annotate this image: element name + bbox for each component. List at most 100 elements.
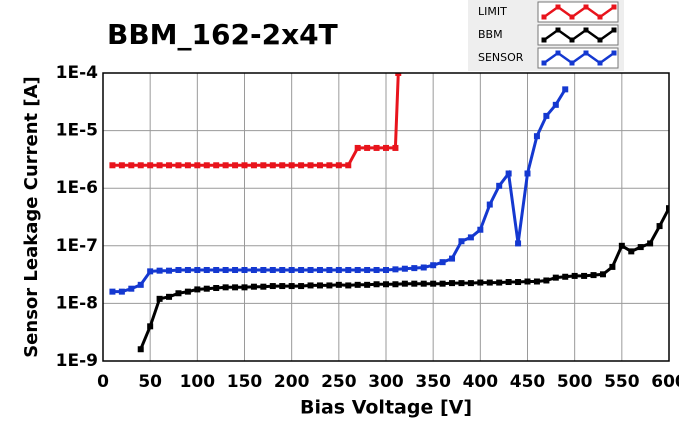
x-tick-label: 350 [415,372,451,392]
data-point [166,293,173,300]
data-point [288,267,295,274]
data-point [628,248,635,255]
x-tick-label: 150 [227,372,263,392]
series-layer [109,73,669,353]
data-point [326,162,333,169]
data-point [401,280,408,287]
data-point [307,162,314,169]
data-point [458,238,465,245]
data-point [571,272,578,279]
legend-marker [611,27,617,33]
data-point [118,162,125,169]
data-point [128,162,135,169]
data-point [316,162,323,169]
data-point [175,267,182,274]
data-point [175,290,182,297]
x-tick-label: 50 [138,372,162,392]
data-point [213,267,220,274]
x-tick-label: 500 [557,372,593,392]
y-tick-label: 1E-7 [56,236,98,256]
data-point [392,281,399,288]
legend-marker [555,27,561,33]
data-point [316,282,323,289]
x-axis-label: Bias Voltage [V] [300,397,472,419]
x-tick-label: 250 [321,372,357,392]
data-point [250,162,257,169]
data-point [288,162,295,169]
data-point [562,273,569,280]
legend-marker [611,4,617,10]
legend-marker [569,60,575,66]
data-point [194,286,201,293]
x-tick-label: 0 [97,372,109,392]
data-point [298,267,305,274]
data-point [383,267,389,274]
data-point [599,271,606,278]
data-point [401,265,408,272]
data-point [345,162,352,169]
data-point [203,162,210,169]
data-point [533,278,540,285]
data-point [232,284,239,291]
data-point [241,267,248,274]
data-point [486,201,493,208]
data-point [345,282,352,289]
data-point [335,162,342,169]
data-point [439,259,446,266]
data-point [543,277,550,284]
data-point [137,162,144,169]
data-point [581,272,588,279]
data-point [298,162,305,169]
legend-label: SENSOR [478,51,524,64]
data-point [316,267,323,274]
data-point [364,267,371,274]
data-point [477,279,484,286]
data-point [203,267,210,274]
data-point [213,162,220,169]
data-point [656,223,663,230]
data-point [467,234,474,241]
legend-marker [569,14,575,20]
data-point [392,266,399,273]
data-point [241,284,248,291]
data-point [166,162,173,169]
data-point [156,295,163,302]
x-tick-label: 450 [510,372,546,392]
legend-marker [541,60,547,66]
plot-border [102,72,670,362]
data-point [307,267,314,274]
legend-marker [569,37,575,43]
data-point [156,162,163,169]
data-point [505,279,512,286]
data-point [609,263,616,270]
data-point [137,346,144,353]
data-point [250,283,257,290]
legend-label: BBM [478,28,503,41]
chart-title: BBM_162-2x4T [107,18,338,51]
data-point [260,162,267,169]
data-point [279,162,286,169]
data-point [373,267,380,274]
data-point [298,283,305,290]
data-point [524,170,531,177]
data-point [203,285,210,292]
data-point [269,162,276,169]
data-point [194,162,201,169]
data-point [420,264,427,271]
data-point [232,267,239,274]
data-point [392,144,399,151]
y-tick-label: 1E-8 [56,293,98,313]
y-tick-label: 1E-5 [56,121,98,141]
data-point [241,162,248,169]
data-point [326,267,333,274]
data-point [175,162,182,169]
data-point [354,281,361,288]
data-point [184,162,191,169]
legend-label: LIMIT [478,5,507,18]
data-point [354,144,361,151]
data-point [147,162,154,169]
data-point [335,267,342,274]
data-point [194,267,201,274]
data-point [156,267,163,274]
